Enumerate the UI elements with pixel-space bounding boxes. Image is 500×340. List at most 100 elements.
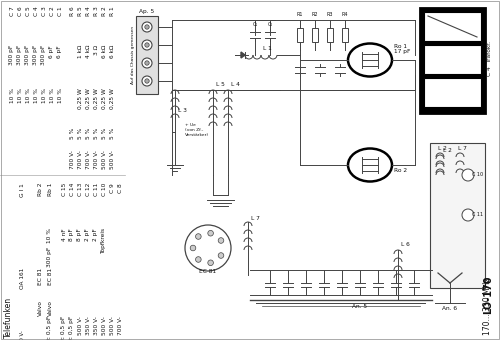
Text: Ap. 5: Ap. 5 <box>140 9 154 14</box>
Text: R 4: R 4 <box>86 6 90 16</box>
Text: Valvo: Valvo <box>38 300 43 316</box>
Text: 2 pF: 2 pF <box>94 228 98 241</box>
Text: 10 %: 10 % <box>26 88 30 103</box>
Text: 300 pF: 300 pF <box>10 45 14 65</box>
Text: EC 81: EC 81 <box>48 268 52 285</box>
Text: 10 %: 10 % <box>10 88 14 103</box>
Circle shape <box>462 169 474 181</box>
Bar <box>297 28 303 42</box>
Text: 17 pF: 17 pF <box>394 50 410 54</box>
Text: C 9: C 9 <box>110 183 114 193</box>
Text: 5 %: 5 % <box>70 128 74 139</box>
Text: L 7: L 7 <box>251 216 260 221</box>
Circle shape <box>190 245 196 251</box>
Circle shape <box>145 61 149 65</box>
Bar <box>136 16 158 94</box>
Text: OA 161: OA 161 <box>20 268 24 289</box>
Text: Ro 1: Ro 1 <box>394 44 407 49</box>
Text: 700 V-: 700 V- <box>94 150 98 169</box>
Text: 6 kΩ: 6 kΩ <box>102 45 106 58</box>
Circle shape <box>462 209 474 221</box>
Circle shape <box>142 76 152 86</box>
Text: Rb 1: Rb 1 <box>48 183 52 197</box>
Text: 5 %: 5 % <box>78 128 82 139</box>
Circle shape <box>185 225 231 271</box>
Bar <box>424 78 481 107</box>
Text: R 1: R 1 <box>110 6 114 16</box>
Text: 500 V-: 500 V- <box>102 316 106 335</box>
Text: C₂: C₂ <box>268 22 272 28</box>
Text: 1 kΩ: 1 kΩ <box>78 45 82 58</box>
Bar <box>420 8 485 113</box>
Text: C 3: C 3 <box>42 6 46 16</box>
Text: 700 V-: 700 V- <box>70 150 74 169</box>
Text: C 4  Trafokr.: C 4 Trafokr. <box>487 40 492 75</box>
Text: C 8: C 8 <box>118 183 122 193</box>
Text: 0,25 W: 0,25 W <box>94 88 98 109</box>
Text: 5 %: 5 % <box>94 128 98 139</box>
Circle shape <box>196 234 201 239</box>
Text: 0,25 W: 0,25 W <box>86 88 90 109</box>
Text: + Ue
(von Zf.-
Verstärker): + Ue (von Zf.- Verstärker) <box>185 123 209 137</box>
Text: 350 V-: 350 V- <box>86 316 90 335</box>
Text: 4 nF: 4 nF <box>62 228 66 241</box>
Text: 300 pF: 300 pF <box>42 45 46 65</box>
Text: L 7: L 7 <box>458 146 467 151</box>
Text: 0,25 W: 0,25 W <box>110 88 114 109</box>
Text: EC 81: EC 81 <box>38 268 43 285</box>
Text: 10 %: 10 % <box>58 88 62 103</box>
Circle shape <box>145 25 149 29</box>
Text: 3 Ω: 3 Ω <box>94 45 98 55</box>
Bar <box>327 28 333 42</box>
Text: L 2: L 2 <box>438 146 447 151</box>
Text: 5 %: 5 % <box>86 128 90 139</box>
Text: 5 %: 5 % <box>102 128 106 139</box>
Text: 500 V-: 500 V- <box>78 316 82 335</box>
Text: C 15: C 15 <box>62 183 66 197</box>
Text: ± 0,5 pF: ± 0,5 pF <box>48 316 52 340</box>
Text: 500 V-: 500 V- <box>110 316 114 335</box>
Text: +50/-20%  500 V-: +50/-20% 500 V- <box>20 330 24 340</box>
Bar <box>430 143 485 288</box>
Text: R4: R4 <box>342 13 348 17</box>
Text: R 2: R 2 <box>102 6 106 16</box>
Text: 2 pF: 2 pF <box>86 228 90 241</box>
Text: 6 pF: 6 pF <box>58 45 62 57</box>
Text: 8 pF: 8 pF <box>70 228 74 241</box>
Circle shape <box>218 253 224 258</box>
Text: 10 %: 10 % <box>18 88 22 103</box>
Text: 6 kΩ: 6 kΩ <box>110 45 114 58</box>
Text: G I 1: G I 1 <box>20 183 24 197</box>
Text: C 10: C 10 <box>102 183 106 197</box>
Text: 700 V-: 700 V- <box>78 150 82 169</box>
Text: L 2: L 2 <box>443 148 452 153</box>
Text: R2: R2 <box>312 13 318 17</box>
Text: 8 pF: 8 pF <box>78 228 82 241</box>
Text: 300 pF  10 %: 300 pF 10 % <box>48 228 52 267</box>
Ellipse shape <box>348 44 392 76</box>
Text: LO-170: LO-170 <box>483 275 493 313</box>
Text: An. 6: An. 6 <box>442 306 458 310</box>
Text: Telefunken: Telefunken <box>4 297 13 338</box>
Text: 700 V-: 700 V- <box>118 316 122 335</box>
Text: 700 V-: 700 V- <box>86 150 90 169</box>
Circle shape <box>145 43 149 47</box>
Text: C₁: C₁ <box>252 22 258 28</box>
Text: C 6: C 6 <box>18 6 22 16</box>
Text: 10 %: 10 % <box>50 88 54 103</box>
Text: C 1: C 1 <box>58 6 62 16</box>
Circle shape <box>208 260 214 266</box>
Text: C 14: C 14 <box>70 183 74 197</box>
Text: C 2: C 2 <box>50 6 54 16</box>
Text: 170....330 MHz: 170....330 MHz <box>484 277 492 335</box>
Text: R 6: R 6 <box>70 6 74 16</box>
Bar <box>424 12 481 41</box>
Circle shape <box>218 238 224 243</box>
Bar <box>312 28 318 42</box>
Text: EC 81: EC 81 <box>200 269 216 274</box>
Text: 350 V-: 350 V- <box>94 316 98 335</box>
Text: 10 %: 10 % <box>34 88 38 103</box>
Text: C 7: C 7 <box>10 6 14 16</box>
Text: L 4: L 4 <box>231 83 240 87</box>
Polygon shape <box>241 52 245 58</box>
